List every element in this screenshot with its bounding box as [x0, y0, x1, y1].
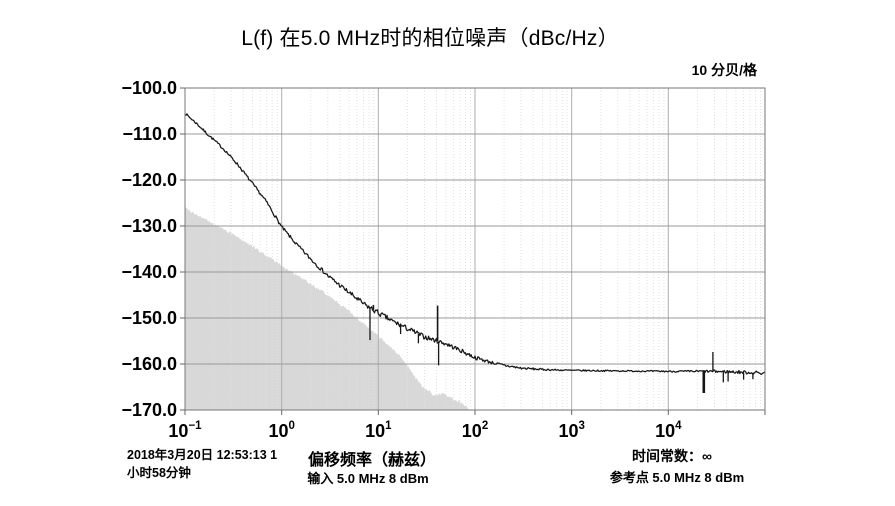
y-tick-label: −160.0: [121, 354, 177, 374]
input-signal-label: 输入 5.0 MHz 8 dBm: [307, 471, 429, 486]
x-tick-label: 103: [558, 420, 584, 441]
y-tick-label: −110.0: [122, 124, 177, 144]
spur-spikes: [369, 305, 754, 393]
y-axis-tick-labels: −100.0 −110.0 −120.0 −130.0 −140.0 −150.0 −160…: [121, 78, 177, 420]
phase-noise-trace: [185, 113, 765, 376]
y-tick-label: −100.0: [121, 78, 177, 98]
x-tick-label: 100: [268, 420, 294, 441]
x-axis-title: 偏移频率（赫兹）: [307, 452, 436, 469]
x-tick-label: 10−1: [168, 420, 202, 441]
y-tick-label: −140.0: [121, 262, 177, 282]
major-gridlines: [185, 88, 765, 410]
timestamp-line1: 2018年3月20日 12:53:13 1: [127, 448, 278, 462]
y-tick-label: −130.0: [121, 216, 177, 236]
x-tick-label: 101: [365, 420, 392, 441]
chart-title: L(f) 在5.0 MHz时的相位噪声（dBc/Hz）: [241, 27, 619, 50]
axis-ticks: [180, 87, 766, 415]
y-tick-label: −120.0: [121, 170, 177, 190]
timestamp-line2: 小时58分钟: [127, 466, 191, 481]
y-tick-label: −170.0: [121, 400, 177, 420]
time-constant-label: 时间常数：∞: [632, 448, 712, 464]
reference-signal-label: 参考点 5.0 MHz 8 dBm: [609, 470, 745, 485]
x-tick-label: 104: [655, 420, 682, 441]
noise-floor-area: [185, 207, 470, 410]
x-axis-tick-labels: 10−1 100 101 102 103 104: [168, 420, 682, 441]
y-tick-label: −150.0: [121, 308, 177, 328]
scale-per-division-label: 10 分贝/格: [691, 62, 757, 78]
x-tick-label: 102: [462, 420, 488, 441]
measurement-timestamp: 2018年3月20日 12:53:13 1 小时58分钟: [127, 446, 397, 482]
